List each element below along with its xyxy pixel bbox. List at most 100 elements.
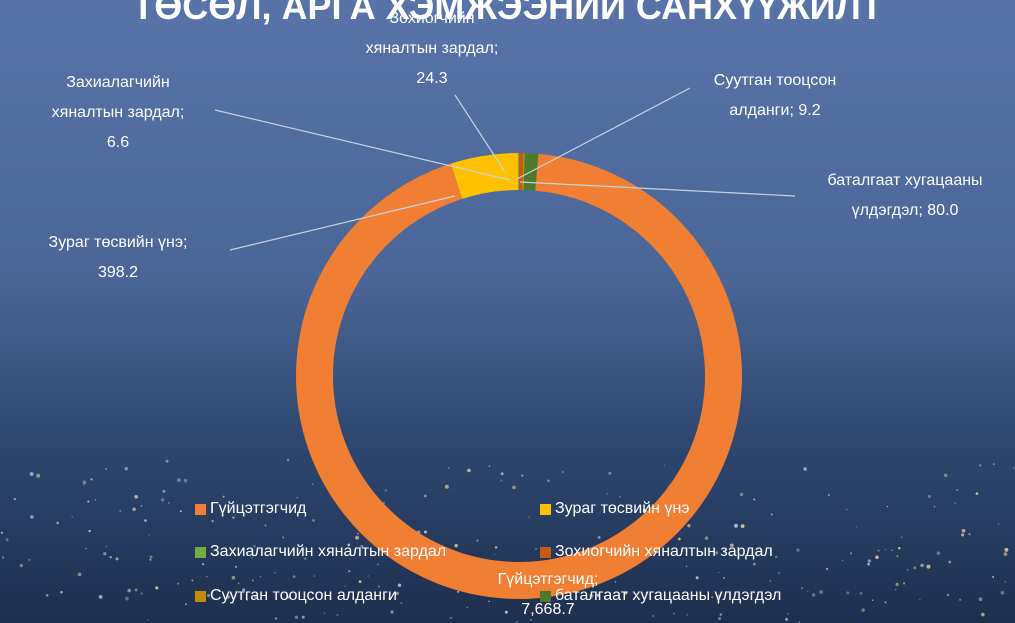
city-light [811, 593, 816, 597]
label-value: 9.2 [798, 102, 821, 119]
city-light [619, 495, 622, 498]
city-light [961, 533, 965, 537]
city-light [5, 538, 9, 542]
city-light [902, 582, 906, 585]
legend-swatch [195, 590, 206, 602]
city-light [859, 591, 863, 595]
legend-entry: Зураг төсвийн үнэ [540, 500, 689, 518]
city-light [237, 582, 240, 585]
city-light [360, 544, 364, 548]
city-light [739, 492, 744, 497]
city-light [423, 530, 428, 534]
data-label: Захиалагчийн хяналтын зардал; 6.6 [43, 68, 193, 158]
city-light [861, 608, 865, 612]
city-light [521, 474, 524, 477]
city-light [167, 502, 170, 504]
city-light [294, 615, 299, 619]
city-light [884, 601, 887, 604]
city-light [770, 513, 773, 516]
city-light [978, 464, 982, 467]
city-light [948, 560, 952, 564]
city-light [83, 484, 85, 486]
city-light [740, 524, 745, 529]
leader-line [229, 195, 456, 251]
city-light [140, 592, 143, 595]
city-light [336, 613, 339, 616]
city-light [841, 559, 844, 562]
city-light [936, 551, 941, 556]
city-light [737, 546, 739, 549]
city-light [312, 483, 314, 485]
city-light [183, 478, 188, 483]
city-light [884, 548, 887, 551]
city-light [155, 586, 159, 590]
city-light [547, 479, 550, 482]
city-light [450, 617, 452, 619]
city-light [250, 557, 253, 559]
city-light [274, 617, 278, 620]
city-light [109, 556, 112, 559]
data-label: Суутган тооцсон алданги; 9.2 [700, 66, 850, 126]
city-light [867, 559, 872, 563]
label-separator: ; [179, 104, 185, 121]
legend-swatch [540, 503, 551, 515]
city-light [124, 466, 128, 471]
city-light [395, 591, 399, 596]
city-light [232, 602, 235, 604]
city-light [222, 495, 225, 498]
city-light [160, 498, 165, 502]
city-light [500, 479, 503, 482]
city-light [56, 521, 59, 525]
city-light [45, 594, 49, 597]
legend-entry: Гүйцэтгэгчид [195, 500, 306, 518]
city-light [803, 467, 807, 471]
city-light [19, 563, 24, 568]
city-light [28, 558, 31, 562]
city-light [29, 472, 34, 477]
city-light [894, 589, 897, 591]
city-light [733, 523, 738, 528]
city-light [60, 590, 63, 594]
city-light [933, 505, 936, 508]
city-light [596, 593, 600, 597]
label-name: Зохиогчийн хяналтын зардал [365, 10, 494, 57]
city-light [958, 598, 962, 601]
legend-label: Гүйцэтгэгчид [210, 500, 307, 517]
city-light [926, 564, 931, 569]
city-light [242, 588, 246, 592]
label-separator: ; [918, 202, 923, 219]
city-light [678, 537, 681, 541]
legend-swatch [195, 546, 206, 558]
city-light [235, 590, 238, 594]
label-name: Зураг төсвийн үнэ [48, 234, 183, 251]
city-light [1012, 467, 1015, 469]
city-light [191, 579, 194, 582]
city-light [981, 612, 985, 617]
city-light [719, 613, 723, 616]
city-light [785, 617, 789, 621]
city-light [752, 591, 755, 594]
city-light [313, 575, 316, 577]
city-light [274, 572, 276, 574]
city-light [717, 571, 720, 574]
city-light [103, 552, 107, 556]
city-light [826, 567, 829, 570]
city-light [467, 468, 471, 473]
donut-slice [519, 153, 524, 191]
city-light [1, 556, 5, 559]
legend-label: Зохиогчийн хяналтын зардал [555, 543, 773, 560]
label-separator: ; [593, 571, 599, 588]
city-light [778, 572, 780, 574]
city-light [867, 562, 870, 566]
city-light [645, 591, 648, 594]
label-value: 7,668.7 [521, 601, 575, 618]
city-light [295, 503, 298, 506]
city-light [376, 563, 379, 566]
label-value: 80.0 [927, 202, 959, 219]
city-light [127, 588, 131, 593]
legend-label: Захиалагчийн хяналтын зардал [210, 543, 447, 560]
city-light [849, 552, 853, 555]
city-light [801, 586, 804, 589]
city-light [347, 543, 351, 547]
city-light [704, 536, 709, 541]
